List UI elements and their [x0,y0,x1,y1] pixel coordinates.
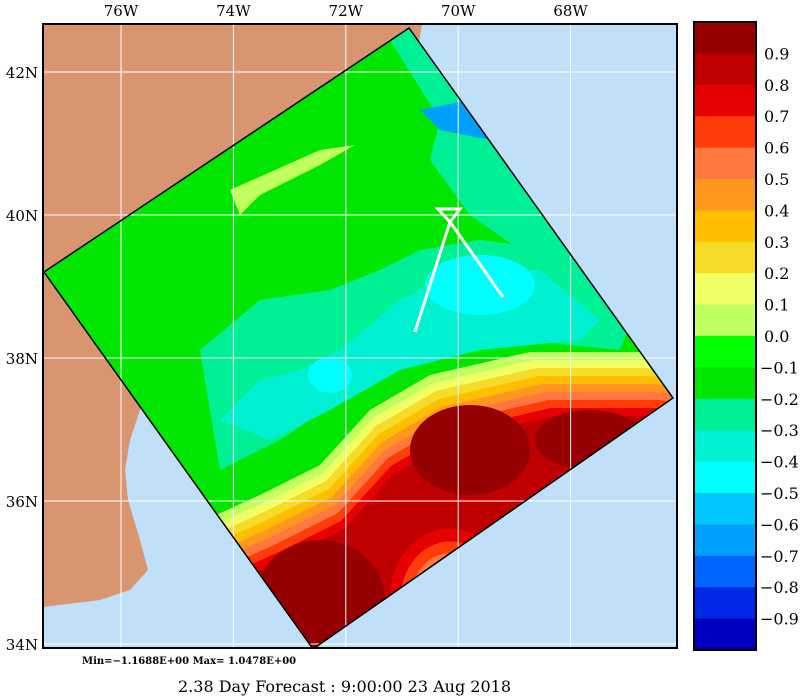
lon-label: 74W [216,2,251,20]
colorbar-swatch [694,179,756,211]
colorbar-label: 0.1 [764,296,789,315]
colorbar-swatch [694,241,756,274]
colorbar-swatch [694,116,756,149]
field-band [308,357,352,393]
colorbar-swatch [694,618,756,651]
colorbar-label: −0.2 [760,390,799,409]
colorbar-label: −0.5 [760,484,799,503]
colorbar-label: 0.2 [764,264,789,283]
colorbar-swatch [694,273,756,306]
graticule [43,24,677,648]
colorbar-label: −0.7 [760,547,799,566]
lon-label: 72W [329,2,364,20]
lat-label: 36N [6,493,38,511]
colorbar-swatch [694,524,756,557]
colorbar-swatch [694,84,756,117]
colorbar-swatch [694,336,756,368]
colorbar-swatch [694,493,756,525]
lon-label: 70W [441,2,476,20]
colorbar-frame [693,21,757,651]
colorbar-label: −0.8 [760,578,799,597]
latitude-labels: 42N 40N 38N 36N 34N [6,64,38,654]
colorbar-label: 0.5 [764,170,789,189]
map-frame [42,23,678,649]
colorbar-label: −0.6 [760,515,799,534]
colorbar-label: 0.3 [764,233,789,252]
colorbar-swatch [694,430,756,463]
map-panel [43,24,677,648]
min-max-text: Min=−1.1688E+00 Max= 1.0478E+00 [82,656,296,667]
colorbar-label: 0.4 [764,201,789,220]
transect-marker [413,207,505,333]
field-band [425,255,535,315]
lat-label: 38N [6,350,38,368]
lon-label: 76W [104,2,139,20]
colorbar-label: 0.7 [764,107,789,126]
colorbar-swatch [694,555,756,588]
colorbar-swatch [694,147,756,180]
colorbar-swatch [694,53,756,86]
colorbar-label: 0.0 [764,327,789,346]
colorbar-label: 0.8 [764,76,789,95]
longitude-labels: 76W 74W 72W 70W 68W [104,2,589,20]
colorbar-swatch [694,461,756,494]
colorbar-label: −0.1 [760,358,799,377]
lat-label: 34N [6,636,38,654]
field-band [230,145,355,215]
forecast-title: 2.38 Day Forecast : 9:00:00 23 Aug 2018 [178,677,511,696]
colorbar-swatch [694,304,756,337]
colorbar-label: −0.3 [760,421,799,440]
colorbar-swatch [694,22,756,54]
colorbar: 0.9 0.8 0.7 0.6 0.5 0.4 0.3 0.2 0.1 0.0 −0.1 −0.2 −0… [693,21,799,651]
lat-label: 42N [6,64,38,82]
colorbar-swatch [694,210,756,243]
colorbar-swatch [694,587,756,620]
colorbar-swatch [694,367,756,400]
field-band [220,270,600,440]
field-band [410,405,530,495]
lon-label: 68W [553,2,588,20]
land [43,24,455,607]
colorbar-swatch [694,398,756,431]
colorbar-label: −0.9 [760,610,799,629]
colorbar-label: 0.9 [764,44,789,63]
model-domain-outline [43,26,675,648]
colorbar-label: 0.6 [764,139,789,158]
colorbar-label: −0.4 [760,453,799,472]
lat-label: 40N [6,207,38,225]
